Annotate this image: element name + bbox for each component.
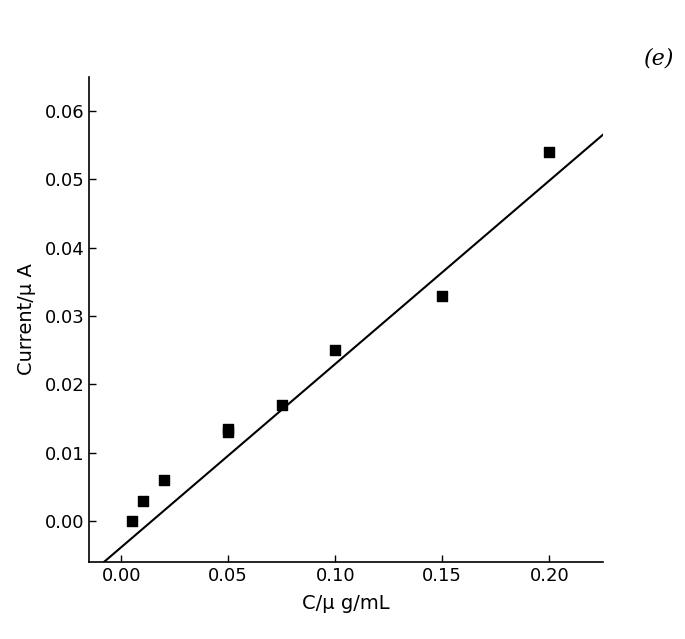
Point <box>126 516 137 527</box>
Point <box>223 427 234 438</box>
Point <box>158 475 169 486</box>
Point <box>223 424 234 434</box>
Point <box>137 496 148 506</box>
X-axis label: C/μ g/mL: C/μ g/mL <box>302 594 390 613</box>
Point <box>329 345 340 355</box>
Y-axis label: Current/μ A: Current/μ A <box>17 263 36 376</box>
Point <box>544 147 555 157</box>
Point <box>276 400 287 410</box>
Point <box>437 291 448 301</box>
Text: (e): (e) <box>645 48 675 70</box>
